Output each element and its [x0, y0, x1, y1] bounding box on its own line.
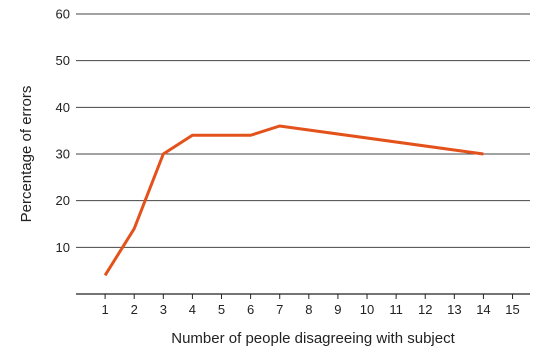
- series-group: [103, 124, 484, 277]
- x-tick-label-15: 15: [505, 302, 519, 317]
- y-tick-label-60: 60: [56, 7, 70, 22]
- x-tick-label-2: 2: [131, 302, 138, 317]
- y-tick-label-50: 50: [56, 53, 70, 68]
- x-tick-label-9: 9: [334, 302, 341, 317]
- x-tick-label-8: 8: [305, 302, 312, 317]
- x-tick-label-14: 14: [476, 302, 490, 317]
- x-tick-label-1: 1: [101, 302, 108, 317]
- series-line-0: [103, 124, 484, 277]
- y-tick-label-20: 20: [56, 193, 70, 208]
- x-tick-label-10: 10: [360, 302, 374, 317]
- y-axis-title: Percentage of errors: [18, 86, 35, 223]
- x-tick-label-7: 7: [276, 302, 283, 317]
- x-tick-label-4: 4: [189, 302, 196, 317]
- y-tick-label-40: 40: [56, 100, 70, 115]
- x-axis-title: Number of people disagreeing with subjec…: [171, 330, 455, 347]
- y-tick-label-30: 30: [56, 147, 70, 162]
- x-tick-label-3: 3: [160, 302, 167, 317]
- x-tick-labels: 1 2 3 4 5 6 7 8 9 10 11 12 13 14 15: [101, 294, 520, 317]
- x-tick-label-13: 13: [447, 302, 461, 317]
- x-tick-label-11: 11: [389, 302, 403, 317]
- x-tick-label-12: 12: [418, 302, 432, 317]
- y-tick-label-10: 10: [56, 240, 70, 255]
- gridlines: [76, 13, 530, 248]
- x-tick-label-6: 6: [247, 302, 254, 317]
- x-tick-label-5: 5: [218, 302, 225, 317]
- y-tick-labels: 10 20 30 40 50 60: [56, 7, 70, 255]
